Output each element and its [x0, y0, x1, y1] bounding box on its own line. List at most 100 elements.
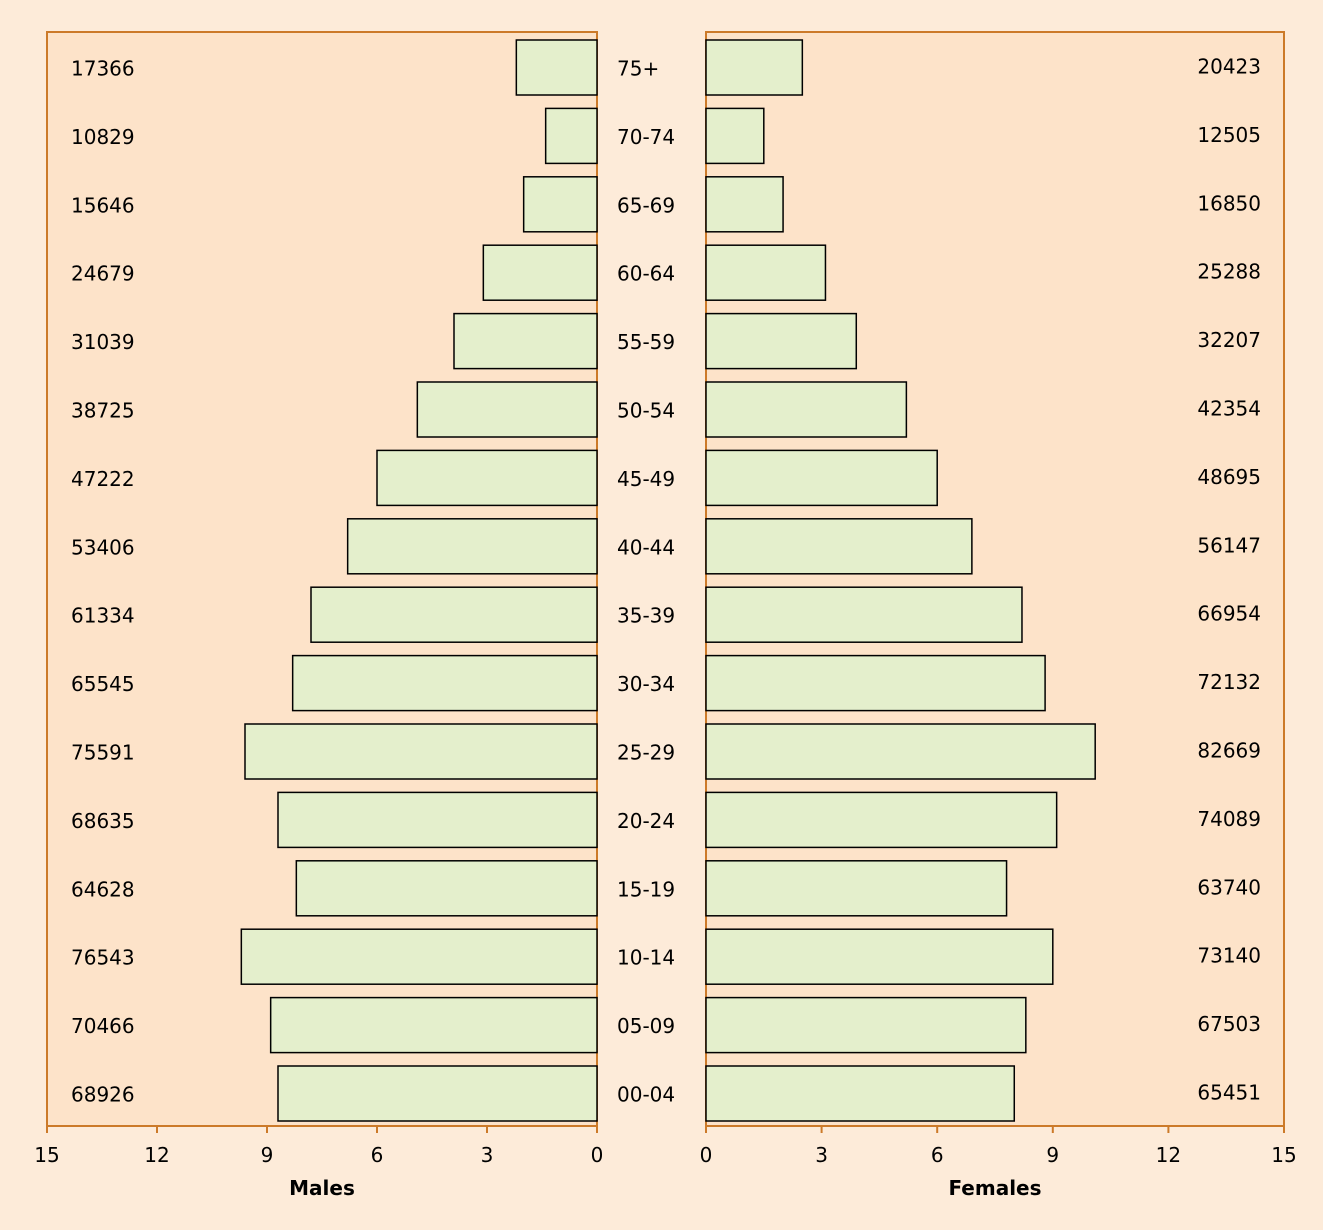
male-bar-50-54 — [416, 381, 598, 438]
females-x-tick-label: 9 — [1046, 1143, 1059, 1167]
males-x-tick-label: 3 — [481, 1143, 494, 1167]
male-bar-15-19 — [295, 860, 598, 917]
male-bar-70-74 — [544, 107, 598, 165]
age-group-label: 20-24 — [617, 809, 675, 833]
females-x-tick-label: 12 — [1156, 1143, 1181, 1167]
males-x-axis: 0 3 6 9 12 15 — [34, 1125, 604, 1167]
female-count-label: 82669 — [1197, 739, 1261, 763]
females-x-tick-label: 0 — [700, 1143, 713, 1167]
male-bar-10-14 — [240, 928, 598, 985]
females-x-axis: 0 3 6 9 12 15 — [700, 1125, 1297, 1167]
female-bar-65-69 — [705, 176, 784, 233]
female-bar-05-09 — [705, 996, 1027, 1054]
males-x-tick-label: 0 — [591, 1143, 604, 1167]
males-count-labels: 17366 10829 15646 24679 31039 38725 47222 53406… — [71, 57, 135, 1107]
female-count-label: 74089 — [1197, 807, 1261, 831]
age-group-label: 70-74 — [617, 125, 675, 149]
male-bar-25-29 — [244, 723, 598, 780]
females-x-tick-label: 6 — [931, 1143, 944, 1167]
female-bar-30-34 — [705, 654, 1046, 712]
male-count-label: 64628 — [71, 877, 135, 901]
male-count-label: 15646 — [71, 193, 135, 217]
male-bar-00-04 — [277, 1065, 598, 1122]
age-group-label: 05-09 — [617, 1014, 675, 1038]
age-group-label: 75+ — [617, 57, 659, 81]
male-bar-75+ — [515, 39, 598, 96]
female-count-label: 65451 — [1197, 1081, 1261, 1105]
female-bar-00-04 — [705, 1065, 1016, 1122]
age-group-label: 10-14 — [617, 946, 675, 970]
female-count-label: 12505 — [1197, 123, 1261, 147]
female-bar-15-19 — [705, 860, 1008, 917]
males-x-tick-label: 9 — [261, 1143, 274, 1167]
male-count-label: 17366 — [71, 57, 135, 81]
male-bar-05-09 — [269, 996, 598, 1054]
age-group-label: 45-49 — [617, 467, 675, 491]
age-group-label: 15-19 — [617, 877, 675, 901]
males-x-tick-label: 6 — [371, 1143, 384, 1167]
males-axis-title: Males — [289, 1176, 355, 1200]
female-count-label: 56147 — [1197, 533, 1261, 557]
females-x-tick-label: 3 — [815, 1143, 828, 1167]
males-x-tick-label: 15 — [34, 1143, 59, 1167]
age-group-label: 55-59 — [617, 330, 675, 354]
females-axis-title: Females — [948, 1176, 1041, 1200]
age-group-label: 25-29 — [617, 741, 675, 765]
male-count-label: 75591 — [71, 741, 135, 765]
females-x-tick-label: 15 — [1271, 1143, 1296, 1167]
females-bars — [705, 39, 1096, 1122]
male-bar-55-59 — [453, 312, 598, 370]
female-count-label: 66954 — [1197, 602, 1261, 626]
female-bar-20-24 — [705, 791, 1058, 849]
female-bar-75+ — [705, 39, 804, 96]
male-count-label: 70466 — [71, 1014, 135, 1038]
female-count-label: 25288 — [1197, 260, 1261, 284]
male-count-label: 68926 — [71, 1083, 135, 1107]
age-group-label: 30-34 — [617, 672, 675, 696]
age-group-label: 35-39 — [617, 604, 675, 628]
age-group-label: 60-64 — [617, 262, 675, 286]
male-count-label: 10829 — [71, 125, 135, 149]
female-count-label: 20423 — [1197, 55, 1261, 79]
male-bar-20-24 — [277, 791, 598, 849]
age-group-label: 65-69 — [617, 193, 675, 217]
male-count-label: 31039 — [71, 330, 135, 354]
female-bar-45-49 — [705, 449, 938, 507]
female-bar-70-74 — [705, 107, 765, 165]
male-bar-30-34 — [291, 654, 598, 712]
age-group-labels: 75+ 70-74 65-69 60-64 55-59 50-54 45-49 40-44 35… — [617, 57, 675, 1107]
male-count-label: 65545 — [71, 672, 135, 696]
males-x-tick-label: 12 — [144, 1143, 169, 1167]
age-group-label: 50-54 — [617, 399, 675, 423]
male-count-label: 76543 — [71, 946, 135, 970]
female-count-label: 67503 — [1197, 1012, 1261, 1036]
male-bar-45-49 — [376, 449, 598, 507]
age-group-label: 00-04 — [617, 1083, 675, 1107]
female-bar-25-29 — [705, 723, 1096, 780]
male-bar-35-39 — [310, 586, 598, 643]
male-count-label: 47222 — [71, 467, 135, 491]
female-count-label: 63740 — [1197, 875, 1261, 899]
male-count-label: 53406 — [71, 535, 135, 559]
male-count-label: 61334 — [71, 604, 135, 628]
male-bar-65-69 — [522, 176, 598, 233]
female-bar-60-64 — [705, 244, 827, 301]
male-bar-40-44 — [346, 518, 598, 575]
female-bar-10-14 — [705, 928, 1054, 985]
male-count-label: 24679 — [71, 262, 135, 286]
age-group-label: 40-44 — [617, 535, 675, 559]
female-bar-35-39 — [705, 586, 1023, 643]
female-count-label: 73140 — [1197, 944, 1261, 968]
female-count-label: 32207 — [1197, 328, 1261, 352]
female-count-label: 48695 — [1197, 465, 1261, 489]
male-count-label: 38725 — [71, 399, 135, 423]
female-count-label: 72132 — [1197, 670, 1261, 694]
male-count-label: 68635 — [71, 809, 135, 833]
female-bar-50-54 — [705, 381, 908, 438]
female-bar-40-44 — [705, 518, 973, 575]
females-count-labels: 20423 12505 16850 25288 32207 42354 48695 56147… — [1197, 55, 1261, 1105]
male-bar-60-64 — [482, 244, 598, 301]
female-count-label: 16850 — [1197, 191, 1261, 215]
female-count-label: 42354 — [1197, 397, 1261, 421]
